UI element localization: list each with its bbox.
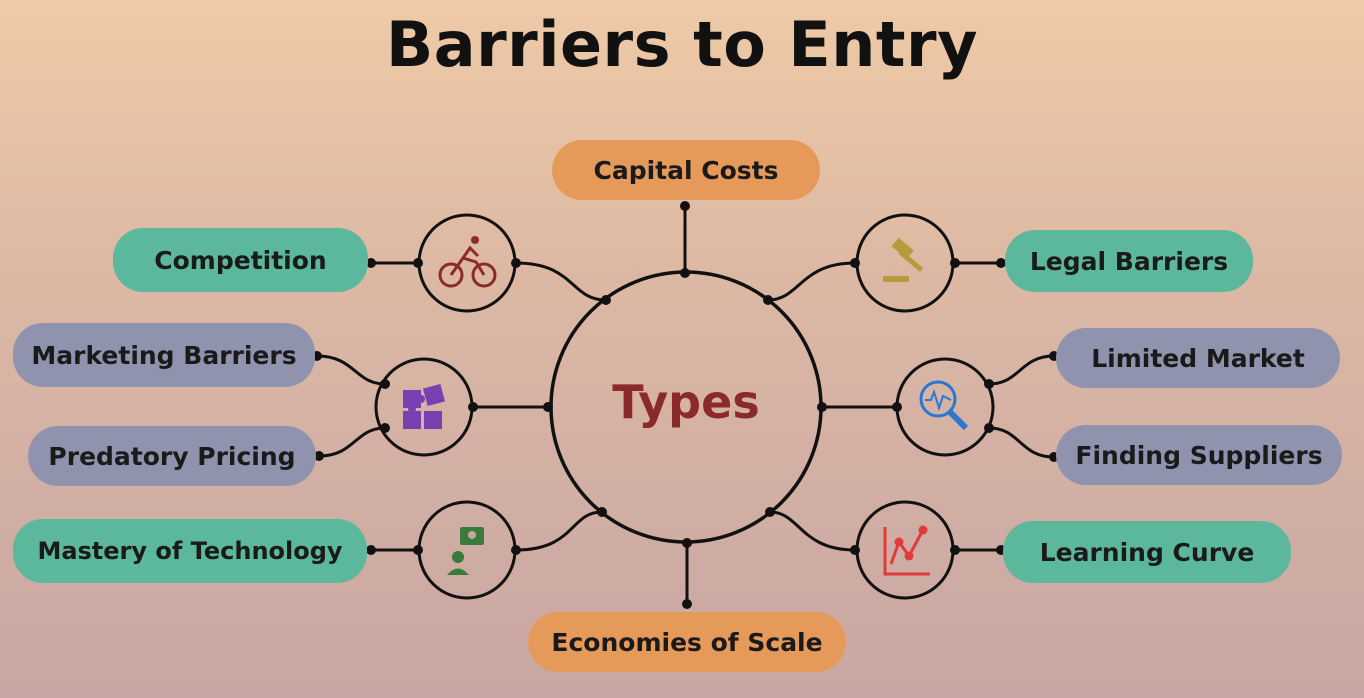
- connectors: [316, 206, 1055, 604]
- magnifier-chart-icon: [919, 380, 969, 431]
- puzzle-icon: [403, 383, 446, 429]
- competition-icon-circle: [417, 213, 517, 313]
- market-icon-circle: [895, 357, 995, 457]
- node-learning-curve: Learning Curve: [1003, 521, 1291, 583]
- line-chart-icon: [883, 525, 930, 576]
- technology-icon-circle: [417, 500, 517, 600]
- center-label: Types: [612, 375, 760, 429]
- node-capital-costs: Capital Costs: [552, 140, 820, 200]
- connector-dots: [312, 201, 1059, 609]
- node-finding-suppliers: Finding Suppliers: [1056, 425, 1342, 485]
- node-legal-barriers: Legal Barriers: [1005, 230, 1253, 292]
- node-competition: Competition: [113, 228, 368, 292]
- node-marketing-barriers: Marketing Barriers: [13, 323, 315, 387]
- node-predatory-pricing: Predatory Pricing: [28, 426, 316, 486]
- node-mastery-of-technology: Mastery of Technology: [13, 519, 367, 583]
- marketing-icon-circle: [374, 357, 474, 457]
- person-idea-icon: [447, 527, 484, 575]
- node-economies-of-scale: Economies of Scale: [528, 612, 846, 672]
- gavel-icon: [883, 237, 924, 282]
- diagram-title: Barriers to Entry: [385, 8, 979, 81]
- node-limited-market: Limited Market: [1056, 328, 1340, 388]
- cyclist-icon: [438, 236, 497, 288]
- legal-icon-circle: [855, 213, 955, 313]
